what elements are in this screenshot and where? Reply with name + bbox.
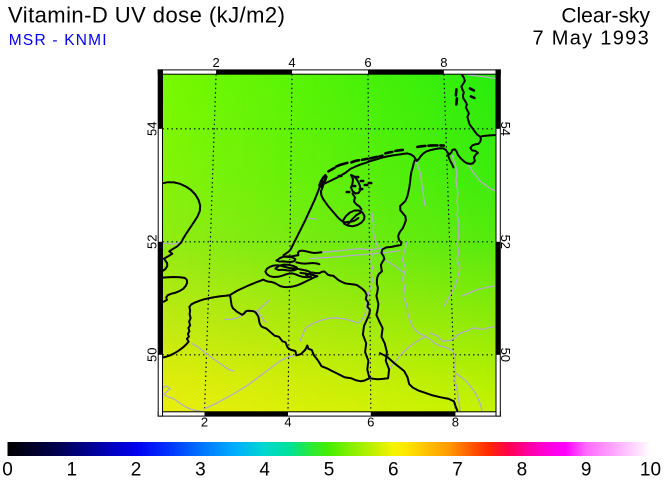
svg-text:8: 8 (452, 414, 459, 429)
svg-text:6: 6 (364, 55, 371, 70)
svg-text:54: 54 (145, 122, 160, 136)
svg-text:8: 8 (517, 459, 528, 480)
svg-text:Clear-sky: Clear-sky (561, 4, 650, 27)
svg-text:4: 4 (284, 414, 291, 429)
svg-text:6: 6 (388, 459, 399, 480)
svg-text:50: 50 (498, 348, 513, 362)
svg-text:0: 0 (2, 459, 13, 480)
svg-text:54: 54 (498, 122, 513, 136)
svg-text:7 May 1993: 7 May 1993 (532, 27, 650, 49)
svg-text:2: 2 (131, 459, 142, 480)
svg-text:4: 4 (288, 55, 295, 70)
svg-text:6: 6 (367, 414, 374, 429)
svg-text:10: 10 (640, 459, 661, 480)
svg-text:4: 4 (259, 459, 270, 480)
svg-text:5: 5 (324, 459, 335, 480)
svg-text:2: 2 (212, 55, 219, 70)
svg-text:7: 7 (452, 459, 463, 480)
svg-text:3: 3 (195, 459, 206, 480)
svg-text:1: 1 (67, 459, 78, 480)
svg-text:2: 2 (201, 414, 208, 429)
svg-text:Vitamin-D UV dose (kJ/m2): Vitamin-D UV dose (kJ/m2) (8, 2, 285, 27)
svg-text:8: 8 (440, 55, 447, 70)
svg-text:52: 52 (498, 235, 513, 249)
svg-text:9: 9 (581, 459, 592, 480)
svg-text:MSR - KNMI: MSR - KNMI (9, 32, 108, 49)
svg-text:52: 52 (145, 235, 160, 249)
svg-text:50: 50 (145, 348, 160, 362)
